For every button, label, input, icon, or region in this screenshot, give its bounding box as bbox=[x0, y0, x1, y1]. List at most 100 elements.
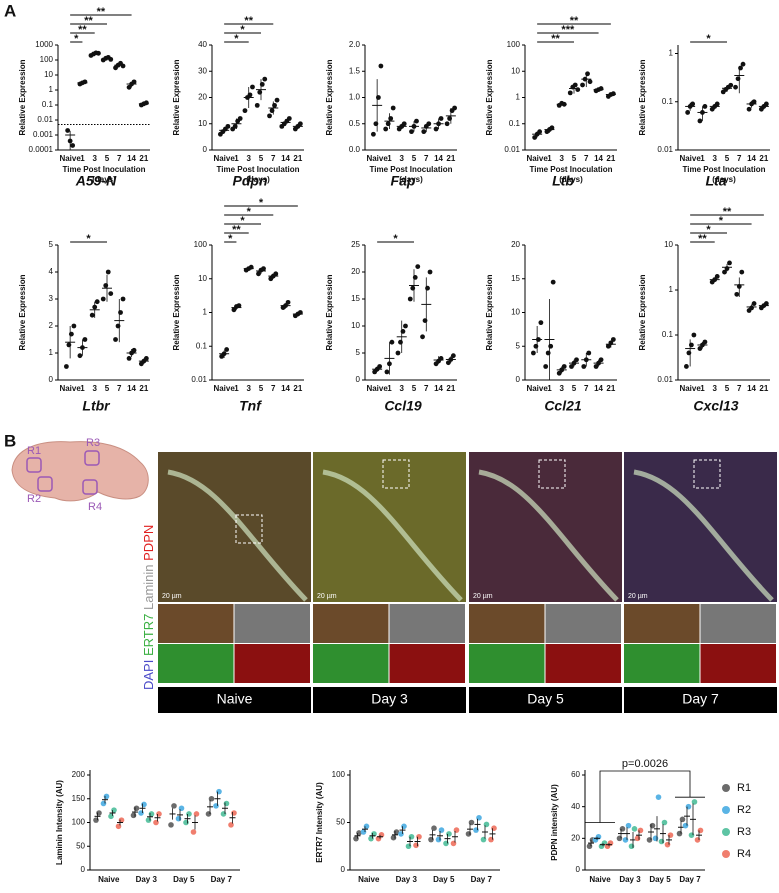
data-point bbox=[389, 339, 395, 345]
y-tick-label: 0 bbox=[576, 865, 581, 874]
significance-label: ** bbox=[232, 224, 241, 236]
data-point bbox=[120, 296, 126, 302]
y-tick-label: 60 bbox=[571, 770, 580, 779]
data-point bbox=[697, 118, 703, 124]
y-tick-label: 1 bbox=[669, 49, 674, 58]
image-tile bbox=[624, 644, 700, 683]
data-point bbox=[103, 283, 109, 288]
x-tick-label: 1 bbox=[234, 154, 239, 163]
y-tick-label: 0.01 bbox=[504, 145, 520, 154]
data-point bbox=[70, 143, 76, 148]
vessel bbox=[322, 469, 463, 602]
x-tick-label: 21 bbox=[446, 384, 455, 393]
data-point bbox=[575, 87, 581, 92]
data-point bbox=[728, 82, 734, 88]
y-tick-label: 1 bbox=[203, 308, 208, 317]
scale-bar: 20 µm bbox=[473, 593, 493, 600]
data-point bbox=[427, 269, 433, 275]
data-point bbox=[556, 370, 562, 376]
data-point bbox=[746, 106, 752, 112]
data-point bbox=[548, 343, 554, 349]
data-point bbox=[93, 817, 99, 823]
image-tile bbox=[158, 644, 234, 683]
data-point bbox=[108, 813, 114, 820]
data-point bbox=[616, 835, 623, 842]
y-axis-label: Laminin Intensity (AU) bbox=[55, 780, 64, 865]
data-point bbox=[567, 90, 573, 96]
image-tile bbox=[469, 644, 545, 683]
data-point bbox=[585, 71, 590, 77]
data-point bbox=[267, 113, 272, 119]
image-tile bbox=[700, 604, 776, 643]
x-axis-label: Time Post Inoculation bbox=[370, 165, 453, 174]
data-point bbox=[714, 101, 720, 107]
x-tick-label: 1 bbox=[700, 154, 705, 163]
data-point bbox=[65, 128, 71, 133]
data-point bbox=[443, 840, 449, 847]
data-point bbox=[634, 835, 641, 842]
data-point bbox=[273, 271, 279, 277]
x-axis-label: (days) bbox=[712, 175, 736, 184]
y-axis-label: Relative Expression bbox=[485, 274, 494, 350]
data-point bbox=[138, 810, 144, 816]
data-point bbox=[231, 307, 237, 313]
data-point bbox=[111, 807, 117, 813]
x-tick-label: 5 bbox=[259, 384, 264, 393]
x-tick-label: 5 bbox=[105, 154, 110, 163]
image-tile bbox=[700, 644, 776, 683]
data-point bbox=[435, 836, 442, 843]
vessel bbox=[478, 469, 619, 602]
data-point bbox=[133, 805, 140, 812]
y-tick-label: 0.1 bbox=[509, 119, 521, 128]
data-point bbox=[256, 271, 261, 277]
x-tick-label: 3 bbox=[712, 384, 717, 393]
x-tick-label: Day 3 bbox=[619, 875, 641, 884]
x-tick-label: Naive bbox=[526, 154, 548, 163]
x-tick-label: 14 bbox=[434, 384, 443, 393]
data-point bbox=[733, 84, 738, 90]
x-tick-label: 5 bbox=[259, 154, 264, 163]
significance-label: *** bbox=[561, 24, 575, 36]
x-tick-label: 7 bbox=[584, 154, 589, 163]
significance-label: * bbox=[393, 233, 398, 245]
data-point bbox=[473, 827, 479, 833]
data-point bbox=[297, 121, 303, 127]
condition-bar bbox=[469, 687, 622, 713]
data-point bbox=[363, 823, 370, 830]
y-tick-label: 3 bbox=[49, 294, 54, 303]
x-tick-label: 3 bbox=[399, 384, 404, 393]
x-tick-label: 1 bbox=[387, 384, 392, 393]
condition-label: Day 7 bbox=[682, 691, 719, 707]
legend-marker bbox=[722, 806, 730, 814]
significance-label: ** bbox=[570, 15, 579, 27]
x-tick-label: 7 bbox=[424, 384, 429, 393]
y-tick-label: 40 bbox=[198, 40, 207, 49]
x-tick-label: 7 bbox=[737, 154, 742, 163]
data-point bbox=[438, 827, 445, 833]
data-point bbox=[586, 350, 592, 356]
data-point bbox=[690, 101, 696, 107]
data-point bbox=[428, 836, 434, 843]
legend-label: R1 bbox=[737, 782, 751, 794]
x-tick-label: Naive bbox=[213, 384, 235, 393]
x-tick-label: 7 bbox=[271, 154, 276, 163]
data-point bbox=[262, 76, 268, 82]
data-point bbox=[734, 291, 740, 297]
y-tick-label: 150 bbox=[72, 794, 86, 803]
x-tick-label: 3 bbox=[559, 384, 564, 393]
y-tick-label: 1 bbox=[516, 93, 521, 102]
significance-label: ** bbox=[244, 15, 253, 27]
significance-label: ** bbox=[551, 33, 560, 45]
data-point bbox=[148, 811, 155, 817]
panel-label: A bbox=[4, 1, 16, 20]
y-tick-label: 0 bbox=[516, 375, 521, 384]
data-point bbox=[113, 337, 118, 342]
data-point bbox=[232, 123, 238, 129]
data-point bbox=[385, 121, 391, 127]
data-point bbox=[259, 81, 265, 87]
y-tick-label: 10 bbox=[664, 240, 673, 249]
x-tick-label: Naive bbox=[213, 154, 235, 163]
data-point bbox=[682, 822, 689, 829]
y-tick-label: 100 bbox=[507, 40, 521, 49]
x-tick-label: 14 bbox=[434, 154, 443, 163]
